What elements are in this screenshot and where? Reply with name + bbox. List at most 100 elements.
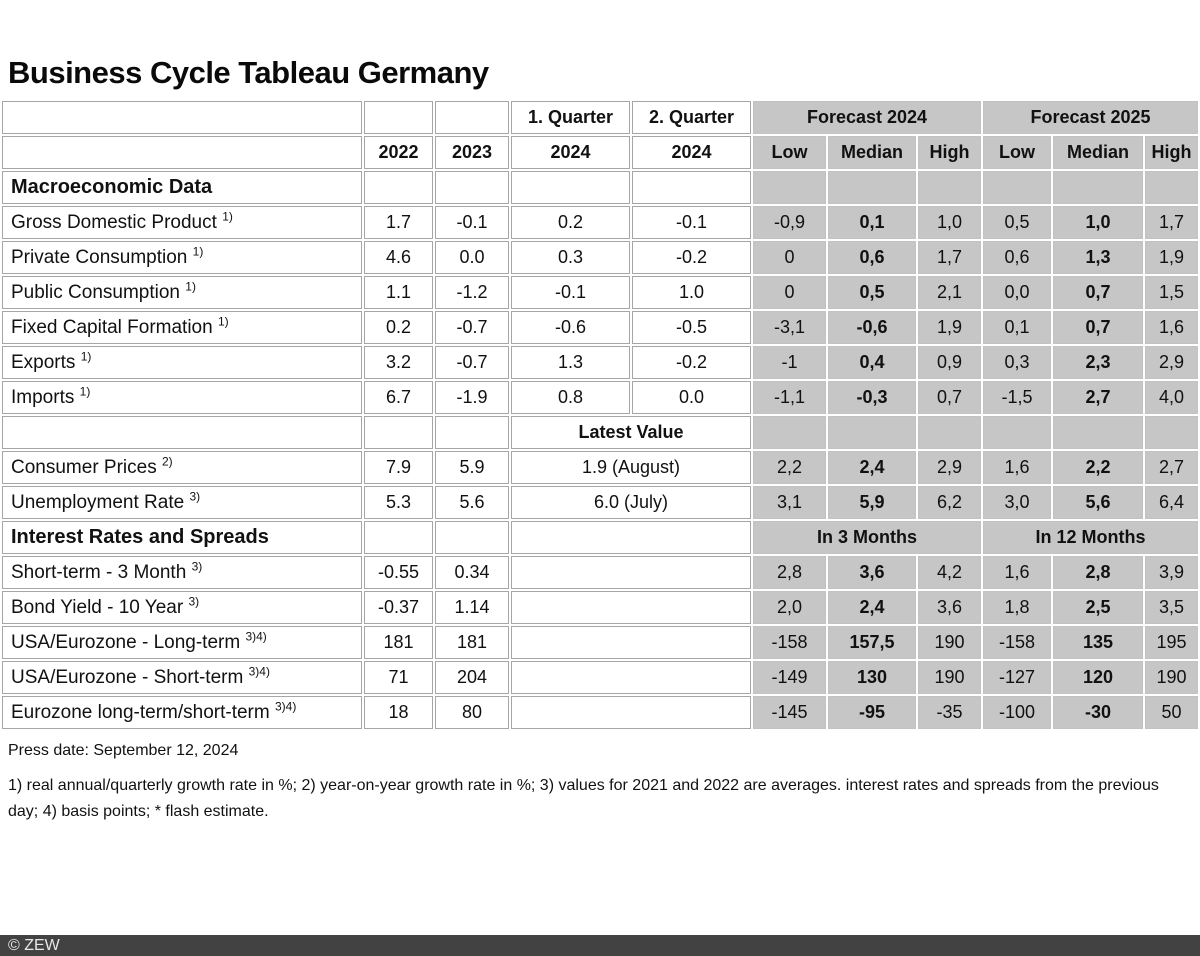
forecast-cell: 2,8 (753, 556, 826, 590)
latest-value-cell: 1.9 (August) (511, 451, 751, 485)
forecast-cell: 0,1 (828, 206, 916, 240)
year-2022-cell: 181 (364, 626, 433, 660)
quarter-span-cell (511, 591, 751, 625)
forecast-cell (983, 416, 1051, 450)
year-2023-cell: 5.9 (435, 451, 509, 485)
q1-cell: 0.3 (511, 241, 630, 275)
quarter1-year-header: 2024 (511, 136, 630, 170)
forecast-cell: 0,6 (828, 241, 916, 275)
forecast-cell: 1,7 (1145, 206, 1198, 240)
median-header-2024: Median (828, 136, 916, 170)
forecast-cell: 0,5 (983, 206, 1051, 240)
forecast-cell: -100 (983, 696, 1051, 730)
forecast-2024-header: Forecast 2024 (753, 101, 981, 135)
forecast-cell: 0,9 (918, 346, 981, 380)
year-2023-cell: -1.9 (435, 381, 509, 415)
year-2023-cell: 181 (435, 626, 509, 660)
forecast-cell: 0,6 (983, 241, 1051, 275)
year-2022-cell: 5.3 (364, 486, 433, 520)
forecast-cell: 2,9 (1145, 346, 1198, 380)
row-label: Unemployment Rate 3) (2, 486, 362, 520)
forecast-cell: 0,5 (828, 276, 916, 310)
year-2022-cell (364, 521, 433, 555)
table-row: USA/Eurozone - Short-term 3)4) 71 204 -149 1… (2, 661, 1198, 695)
table-row: Consumer Prices 2) 7.9 5.9 1.9 (August) 2,2 2… (2, 451, 1198, 485)
table-row: Exports 1) 3.2 -0.7 1.3 -0.2 -1 0,4 0,9 0,3 2,3 2,… (2, 346, 1198, 380)
quarter-span-cell (511, 626, 751, 660)
forecast-cell: 0,4 (828, 346, 916, 380)
table-row: Bond Yield - 10 Year 3) -0.37 1.14 2,0 2,4 3,… (2, 591, 1198, 625)
copyright-text: © ZEW (8, 937, 60, 954)
forecast-cell: 1,6 (983, 556, 1051, 590)
low-header-2024: Low (753, 136, 826, 170)
forecast-cell: -145 (753, 696, 826, 730)
year-2022-cell: 1.7 (364, 206, 433, 240)
footnote-ref: 3)4) (275, 699, 297, 714)
forecast-cell: -158 (983, 626, 1051, 660)
q2-cell: -0.1 (632, 206, 751, 240)
tableau-table: 1. Quarter 2. Quarter Forecast 2024 Fore… (0, 99, 1200, 731)
year-2022-cell: 1.1 (364, 276, 433, 310)
forecast-cell: 2,2 (1053, 451, 1143, 485)
year-2023-cell: -0.1 (435, 206, 509, 240)
footnote-ref: 2) (162, 454, 173, 469)
forecast-cell: -0,6 (828, 311, 916, 345)
quarter-span-cell (511, 696, 751, 730)
forecast-cell: -1,5 (983, 381, 1051, 415)
forecast-cell: 1,9 (918, 311, 981, 345)
footnote-ref: 3) (189, 489, 201, 504)
forecast-cell: -127 (983, 661, 1051, 695)
row-label: USA/Eurozone - Short-term 3)4) (2, 661, 362, 695)
row-label: Short-term - 3 Month 3) (2, 556, 362, 590)
table-row: Private Consumption 1) 4.6 0.0 0.3 -0.2 0 0,6 1… (2, 241, 1198, 275)
forecast-cell (1145, 416, 1198, 450)
forecast-cell (1053, 171, 1143, 205)
year-2023-cell: 0.34 (435, 556, 509, 590)
forecast-cell: 2,4 (828, 451, 916, 485)
year-2022-cell: 71 (364, 661, 433, 695)
forecast-cell (753, 416, 826, 450)
forecast-cell: -1,1 (753, 381, 826, 415)
year-2023-cell (435, 416, 509, 450)
table-row: Imports 1) 6.7 -1.9 0.8 0.0 -1,1 -0,3 0,7 -1,5 2,… (2, 381, 1198, 415)
forecast-cell: 120 (1053, 661, 1143, 695)
section-row: Macroeconomic Data (2, 171, 1198, 205)
row-label: Bond Yield - 10 Year 3) (2, 591, 362, 625)
forecast-cell: 5,6 (1053, 486, 1143, 520)
forecast-cell: 3,1 (753, 486, 826, 520)
forecast-cell: -3,1 (753, 311, 826, 345)
forecast-cell: 1,5 (1145, 276, 1198, 310)
section-label: Interest Rates and Spreads (2, 521, 362, 555)
table-row: Gross Domestic Product 1) 1.7 -0.1 0.2 -0.1-… (2, 206, 1198, 240)
footnote-ref: 1) (222, 209, 233, 224)
forecast-cell: 3,6 (918, 591, 981, 625)
footnote-ref: 3) (191, 559, 203, 574)
row-label: Eurozone long-term/short-term 3)4) (2, 696, 362, 730)
empty-header-cell (435, 101, 509, 135)
table-row: Short-term - 3 Month 3) -0.55 0.34 2,8 3,6 4,… (2, 556, 1198, 590)
row-label: Consumer Prices 2) (2, 451, 362, 485)
forecast-cell: 1,3 (1053, 241, 1143, 275)
year-2023-header: 2023 (435, 136, 509, 170)
year-2022-cell: -0.37 (364, 591, 433, 625)
quarter2-header: 2. Quarter (632, 101, 751, 135)
year-2022-cell: 0.2 (364, 311, 433, 345)
forecast-cell: 135 (1053, 626, 1143, 660)
table-row: Fixed Capital Formation 1) 0.2 -0.7 -0.6 -0.… (2, 311, 1198, 345)
forecast-cell: 2,1 (918, 276, 981, 310)
forecast-cell: 0,7 (918, 381, 981, 415)
table-row: USA/Eurozone - Long-term 3)4) 181 181 -158 1… (2, 626, 1198, 660)
forecast-cell: 2,5 (1053, 591, 1143, 625)
year-2022-cell: 7.9 (364, 451, 433, 485)
forecast-cell: -0,3 (828, 381, 916, 415)
tableau-rows: Macroeconomic Data Gross Domestic Product… (2, 171, 1198, 730)
row-label: Imports 1) (2, 381, 362, 415)
forecast-cell: 1,0 (918, 206, 981, 240)
header-row-quarters: 1. Quarter 2. Quarter Forecast 2024 Fore… (2, 101, 1198, 135)
quarter-span-cell (511, 661, 751, 695)
year-2023-cell: -1.2 (435, 276, 509, 310)
q1-cell: 1.3 (511, 346, 630, 380)
table-row: Unemployment Rate 3) 5.3 5.6 6.0 (July) 3,1 5… (2, 486, 1198, 520)
forecast-cell: 190 (918, 626, 981, 660)
row-label: USA/Eurozone - Long-term 3)4) (2, 626, 362, 660)
